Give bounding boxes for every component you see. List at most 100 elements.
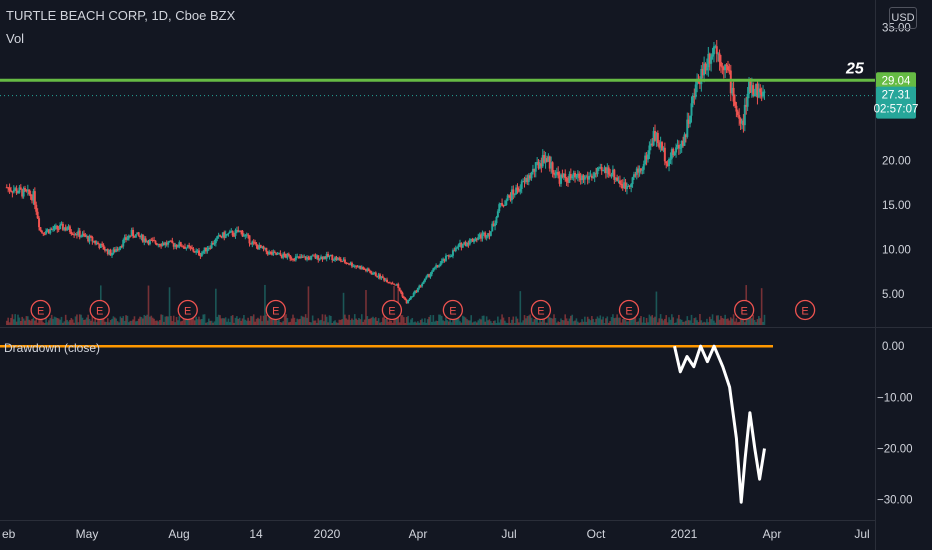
candle-body (202, 251, 205, 254)
candle-body (540, 163, 543, 167)
candle-body (12, 190, 15, 193)
candle-body (147, 241, 150, 245)
candle-body (252, 241, 255, 243)
volume-bar (508, 316, 510, 325)
volume-bar (366, 316, 369, 325)
candle-body (589, 175, 592, 177)
earnings-marker[interactable]: E (265, 299, 286, 321)
candle-body (482, 232, 485, 234)
volume-bar (710, 319, 712, 325)
earnings-letter: E (740, 306, 747, 318)
price-pane[interactable]: 25 (0, 39, 875, 304)
volume-label[interactable]: Vol (6, 31, 25, 46)
earnings-circle (89, 299, 110, 321)
earnings-marker[interactable]: E (530, 299, 552, 321)
volume-bar (560, 318, 562, 325)
earnings-marker[interactable]: E (733, 299, 755, 321)
currency-button[interactable]: USD (889, 7, 917, 29)
earnings-letter: E (801, 306, 808, 318)
candle-body (81, 233, 84, 237)
candle-body (206, 249, 209, 252)
volume-bar (48, 320, 50, 325)
volume-bar (571, 314, 574, 325)
volume-bar (575, 318, 578, 325)
volume-bar (717, 315, 719, 325)
volume-bar (109, 320, 112, 325)
candle-body (579, 178, 582, 181)
volume-bar (122, 316, 125, 325)
candle-body (558, 175, 561, 184)
candle-body (199, 255, 202, 257)
volume-bar (610, 317, 613, 325)
candle-body (498, 204, 501, 212)
candle-body (526, 177, 529, 183)
candle-body (15, 188, 18, 194)
candle-body (397, 284, 400, 288)
volume-bar (509, 322, 512, 325)
volume-bar (435, 320, 437, 325)
volume-bar (339, 319, 342, 325)
volume-bar (295, 322, 297, 325)
volume-bar (665, 315, 668, 325)
volume-bar (22, 318, 25, 325)
candle-body (214, 238, 217, 244)
earnings-marker[interactable]: E (177, 299, 198, 321)
volume-bar (213, 321, 216, 325)
volume-bar (415, 322, 418, 325)
volume-bar (471, 322, 474, 325)
candle-body (430, 271, 433, 274)
candle-body (320, 256, 323, 259)
drawdown-pane[interactable] (0, 344, 773, 504)
volume-bar (98, 316, 101, 325)
volume-bar (42, 322, 45, 325)
earnings-marker[interactable]: E (618, 299, 640, 321)
candle-body (292, 258, 295, 260)
volume-bar (707, 322, 710, 325)
drawdown-tick-label: −30.00 (877, 495, 913, 507)
volume-bar (133, 316, 136, 325)
volume-bar (739, 316, 742, 325)
earnings-marker[interactable]: E (30, 299, 51, 321)
earnings-marker[interactable]: E (794, 299, 816, 321)
drawdown-series-line[interactable] (673, 344, 766, 504)
earnings-letter: E (37, 306, 44, 318)
time-axis[interactable]: eb May Aug 14 2020 Apr Jul Oct 2021 Apr Jul (2, 527, 870, 541)
candle-body (623, 182, 626, 189)
volume-bar (362, 321, 364, 325)
candle-body (50, 229, 53, 231)
earnings-marker[interactable]: E (89, 299, 110, 321)
volume-bar (470, 315, 473, 325)
volume-bar (387, 321, 390, 325)
volume-bar (266, 320, 269, 325)
candle-body (263, 247, 266, 249)
symbol-title[interactable]: TURTLE BEACH CORP, 1D, Cboe BZX (6, 8, 236, 23)
candle-body (746, 93, 749, 107)
last-price-badge: 27.31 02:57:07 (874, 86, 918, 119)
drawdown-indicator-label[interactable]: Drawdown (close) (4, 341, 101, 355)
earnings-marker[interactable]: E (442, 299, 464, 321)
volume-bar (358, 317, 360, 325)
candle-body (547, 156, 550, 162)
volume-bar (543, 315, 545, 325)
volume-bar (330, 315, 332, 325)
volume-bar (512, 316, 515, 325)
volume-bar (227, 318, 230, 325)
level-annotation[interactable]: 25 (845, 60, 865, 77)
volume-bar (223, 318, 226, 325)
earnings-circle (265, 299, 286, 321)
candle-body (259, 245, 262, 248)
volume-bar (78, 314, 81, 325)
candle-body (402, 296, 405, 299)
volume-bar (57, 318, 60, 325)
candle-body (120, 246, 123, 248)
candle-body (551, 162, 554, 173)
candle-body (567, 181, 570, 183)
volume-bar (181, 320, 183, 325)
earnings-marker[interactable]: E (381, 299, 403, 321)
volume-bar (77, 322, 80, 325)
volume-bar (603, 322, 606, 325)
volume-bar (238, 317, 241, 325)
volume-bar (682, 321, 684, 325)
